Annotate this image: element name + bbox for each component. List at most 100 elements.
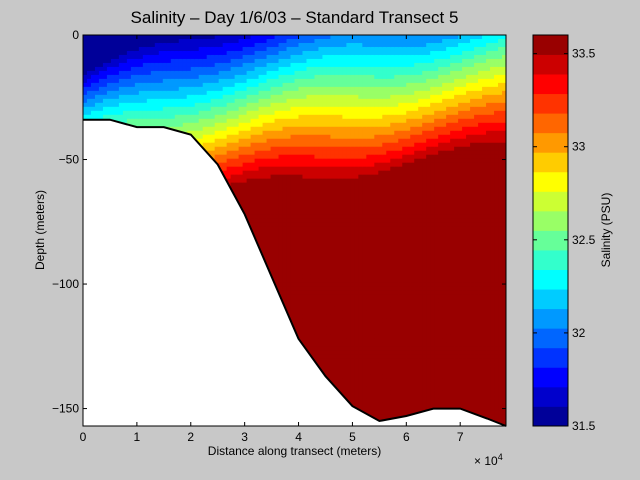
field-cell bbox=[130, 94, 136, 100]
field-cell bbox=[274, 130, 280, 136]
field-cell bbox=[230, 146, 236, 152]
field-cell bbox=[242, 42, 248, 48]
field-cell bbox=[254, 122, 260, 128]
field-cell bbox=[122, 110, 128, 116]
field-cell bbox=[194, 106, 200, 112]
field-cell bbox=[254, 54, 260, 60]
field-cell bbox=[258, 210, 264, 216]
field-cell bbox=[122, 82, 128, 88]
field-cell bbox=[98, 86, 104, 92]
field-cell bbox=[130, 90, 136, 96]
field-cell bbox=[274, 126, 280, 132]
field-cell bbox=[230, 102, 236, 108]
field-cell bbox=[206, 62, 212, 68]
field-cell bbox=[246, 198, 252, 204]
field-cell bbox=[266, 142, 272, 148]
field-cell bbox=[270, 82, 276, 88]
field-cell bbox=[274, 274, 280, 279]
field-cell bbox=[270, 202, 276, 208]
field-cell bbox=[83, 62, 88, 68]
field-cell bbox=[266, 54, 272, 60]
field-cell bbox=[230, 134, 236, 140]
field-cell bbox=[262, 46, 268, 52]
field-cell bbox=[274, 74, 280, 80]
field-cell bbox=[102, 106, 108, 112]
field-cell bbox=[222, 110, 228, 116]
field-cell bbox=[146, 78, 152, 84]
field-cell bbox=[162, 102, 168, 108]
field-cell bbox=[166, 114, 172, 120]
field-cell bbox=[138, 46, 144, 52]
field-cell bbox=[138, 90, 144, 96]
field-cell bbox=[102, 90, 108, 96]
field-cell bbox=[146, 62, 152, 68]
field-cell bbox=[198, 94, 204, 100]
field-cell bbox=[94, 50, 100, 56]
field-cell bbox=[178, 126, 184, 132]
field-cell bbox=[250, 38, 256, 44]
field-cell bbox=[238, 58, 244, 64]
field-cell bbox=[154, 98, 160, 104]
field-cell bbox=[110, 50, 116, 56]
field-cell bbox=[90, 106, 96, 112]
field-cell bbox=[98, 70, 104, 76]
field-cell bbox=[250, 50, 256, 56]
field-cell bbox=[278, 86, 284, 92]
field-cell bbox=[118, 66, 124, 72]
field-cell bbox=[266, 170, 272, 176]
field-cell bbox=[262, 234, 268, 240]
field-cell bbox=[118, 86, 124, 92]
field-cell bbox=[158, 98, 164, 104]
field-cell bbox=[258, 118, 264, 124]
field-cell bbox=[262, 254, 268, 260]
field-cell bbox=[83, 38, 88, 44]
field-cell bbox=[146, 46, 152, 52]
field-cell bbox=[250, 66, 256, 72]
field-cell bbox=[194, 74, 200, 80]
field-cell bbox=[262, 214, 268, 220]
field-cell bbox=[234, 118, 240, 124]
field-cell bbox=[242, 70, 248, 76]
field-cell bbox=[210, 70, 216, 76]
field-cell bbox=[182, 98, 188, 104]
field-cell bbox=[158, 42, 164, 48]
field-cell bbox=[218, 54, 224, 60]
field-cell bbox=[246, 86, 252, 92]
field-cell bbox=[150, 74, 156, 80]
field-cell bbox=[186, 130, 192, 136]
field-cell bbox=[262, 190, 268, 196]
field-cell bbox=[246, 170, 252, 176]
field-cell bbox=[218, 58, 224, 64]
field-cell bbox=[250, 142, 256, 148]
field-cell bbox=[214, 154, 220, 160]
field-cell bbox=[246, 130, 252, 136]
field-cell bbox=[122, 102, 128, 108]
field-cell bbox=[270, 266, 276, 271]
field-cell bbox=[170, 38, 176, 44]
field-cell bbox=[110, 102, 116, 108]
field-cell bbox=[194, 118, 200, 124]
field-cell bbox=[178, 35, 184, 40]
field-cell bbox=[202, 98, 208, 104]
field-cell bbox=[114, 38, 120, 44]
field-cell bbox=[130, 42, 136, 48]
field-cell bbox=[258, 182, 264, 188]
field-cell bbox=[250, 78, 256, 84]
field-cell bbox=[266, 82, 272, 88]
field-cell bbox=[234, 178, 240, 184]
field-cell bbox=[282, 54, 288, 60]
field-cell bbox=[230, 154, 236, 160]
field-cell bbox=[246, 178, 252, 184]
field-cell bbox=[102, 38, 108, 44]
field-cell bbox=[230, 50, 236, 56]
field-cell bbox=[98, 35, 104, 40]
field-cell bbox=[234, 35, 240, 40]
field-cell bbox=[198, 46, 204, 52]
field-cell bbox=[274, 170, 280, 176]
field-cell bbox=[106, 78, 112, 84]
field-cell bbox=[234, 146, 240, 152]
field-cell bbox=[254, 178, 260, 184]
field-cell bbox=[274, 230, 280, 236]
field-cell bbox=[178, 50, 184, 56]
field-cell bbox=[270, 198, 276, 204]
